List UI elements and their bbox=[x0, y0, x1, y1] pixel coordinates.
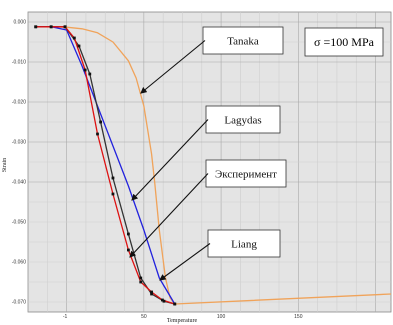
series-lines bbox=[35, 26, 392, 305]
data-point bbox=[127, 232, 130, 236]
data-point bbox=[96, 132, 99, 136]
data-point bbox=[139, 276, 143, 280]
callout-label: Liang bbox=[231, 239, 257, 251]
data-point bbox=[139, 280, 143, 284]
condition-box bbox=[304, 27, 384, 57]
x-axis-label: Temperature bbox=[167, 318, 198, 324]
data-point bbox=[150, 290, 153, 294]
callout-box bbox=[202, 26, 284, 55]
callout-lagydas: Lagydas bbox=[131, 105, 281, 201]
callout-arrow bbox=[129, 173, 209, 258]
series-line-liang bbox=[35, 26, 175, 305]
callout-box bbox=[207, 229, 281, 258]
x-tick-label: 50 bbox=[141, 314, 147, 320]
data-point bbox=[160, 298, 164, 302]
series-line-tanaka bbox=[35, 26, 392, 305]
y-tick-label: -0.060 bbox=[12, 260, 26, 266]
y-tick-label: -0.040 bbox=[12, 180, 26, 186]
callout-эксперимент: Эксперимент bbox=[129, 159, 287, 258]
data-point bbox=[83, 68, 87, 72]
callouts: Tanaka Lagydas Эксперимент Liang σ =100 MPa bbox=[129, 26, 384, 281]
y-axis-label: Strain bbox=[2, 158, 8, 172]
series-line-lagydas bbox=[35, 26, 176, 305]
y-tick-label: -0.020 bbox=[12, 100, 26, 106]
stress-condition-label: σ =100 MPa bbox=[304, 27, 384, 57]
data-point bbox=[173, 302, 177, 306]
data-point bbox=[99, 120, 102, 124]
callout-arrow bbox=[140, 40, 206, 94]
data-point bbox=[34, 25, 38, 29]
callout-box bbox=[205, 105, 281, 134]
y-tick-label: -0.010 bbox=[12, 60, 26, 66]
callout-arrow bbox=[159, 243, 211, 281]
data-point bbox=[111, 176, 115, 180]
callout-label: Эксперимент bbox=[215, 169, 277, 181]
data-point bbox=[111, 192, 115, 196]
y-tick-label: -0.030 bbox=[12, 140, 26, 146]
callout-box bbox=[205, 159, 287, 188]
callout-arrow bbox=[131, 119, 209, 201]
data-point bbox=[72, 36, 76, 40]
data-point bbox=[49, 25, 53, 29]
data-point bbox=[127, 248, 130, 252]
condition-text: σ =100 MPa bbox=[314, 35, 375, 49]
y-tick-label: -0.070 bbox=[12, 300, 26, 306]
callout-tanaka: Tanaka bbox=[140, 26, 284, 94]
y-tick-label: 0.000 bbox=[13, 20, 26, 26]
data-point bbox=[77, 44, 81, 48]
axis-ticks: -1 50 100 150 0.000 -0.010 -0.020 -0.030 -0.040 -… bbox=[12, 20, 303, 321]
series-markers bbox=[34, 25, 177, 306]
x-tick-label: 100 bbox=[217, 314, 226, 320]
data-point bbox=[162, 299, 166, 303]
data-point bbox=[63, 25, 67, 29]
x-tick-label: -1 bbox=[63, 314, 68, 320]
callout-liang: Liang bbox=[159, 229, 281, 281]
callout-label: Tanaka bbox=[227, 36, 259, 48]
x-tick-label: 150 bbox=[294, 314, 303, 320]
callout-label: Lagydas bbox=[224, 115, 261, 127]
data-point bbox=[150, 292, 153, 296]
data-point bbox=[88, 72, 92, 76]
y-tick-label: -0.050 bbox=[12, 220, 26, 226]
